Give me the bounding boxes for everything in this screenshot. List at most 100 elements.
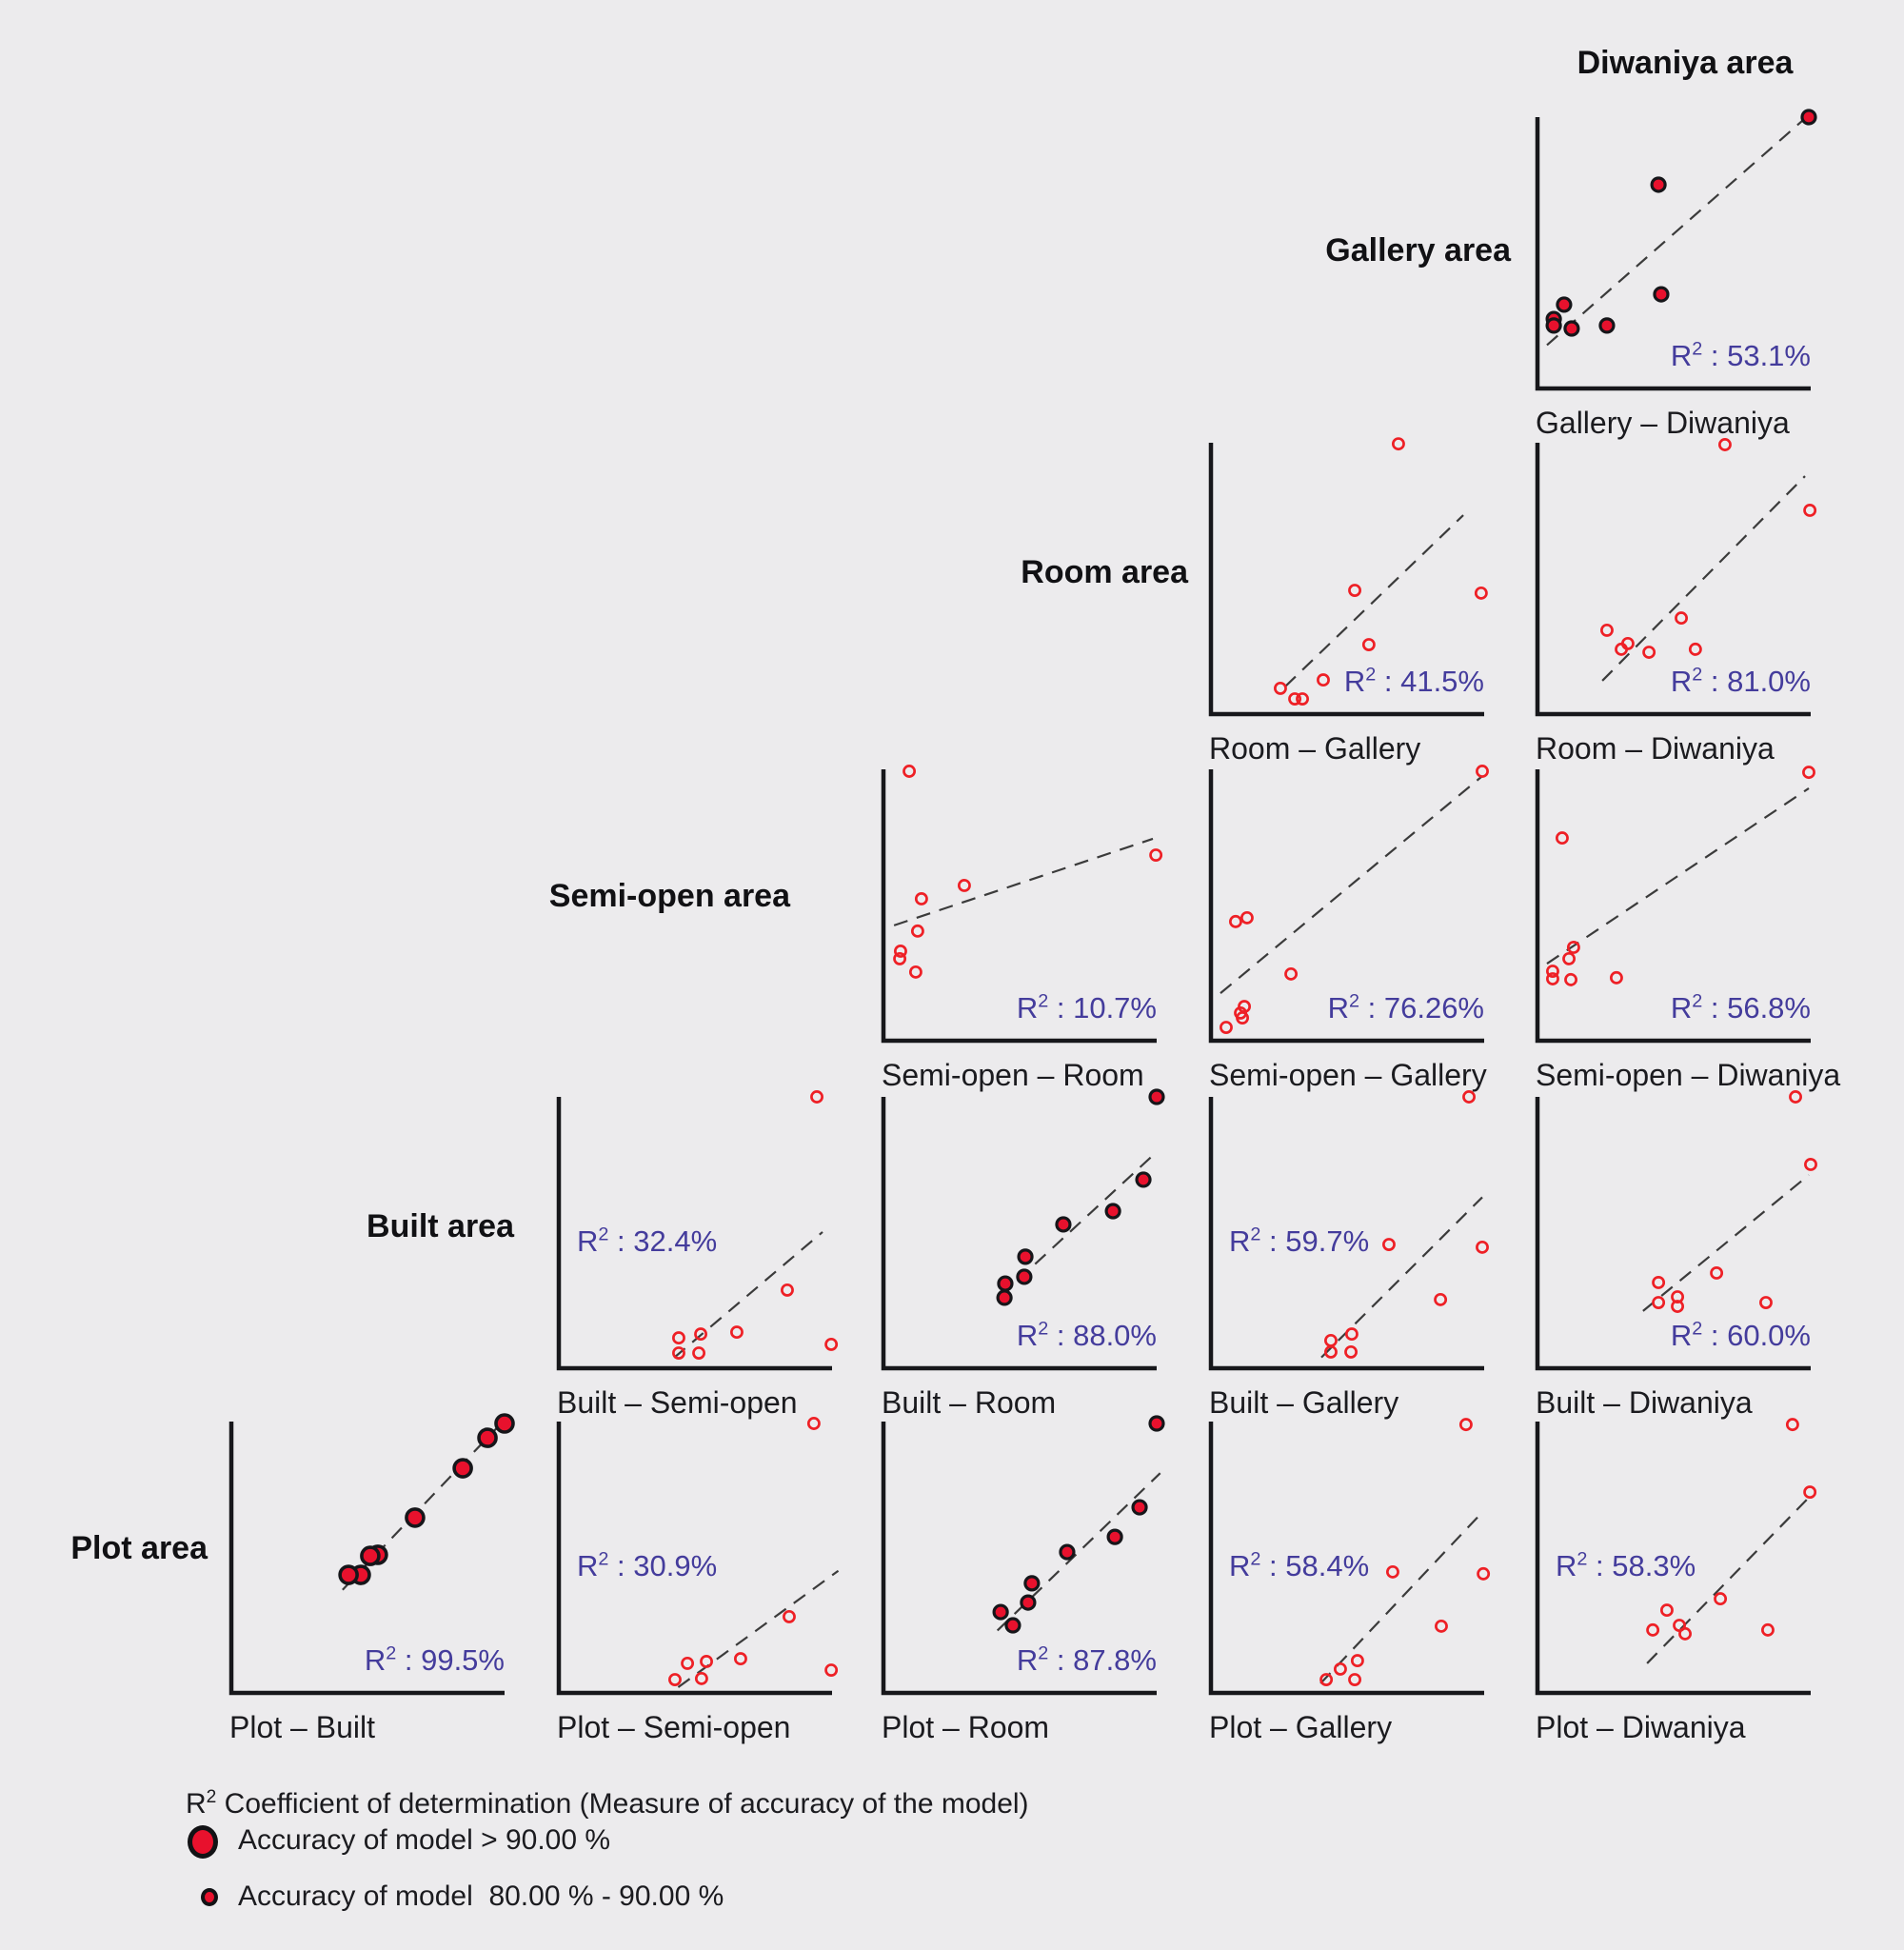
axes xyxy=(1208,1097,1484,1371)
data-point xyxy=(1350,1654,1364,1668)
data-point xyxy=(902,765,917,778)
data-point xyxy=(1789,1090,1802,1104)
data-point xyxy=(1650,176,1667,193)
panel-semiopen-gallery: R2 : 76.26% Semi-open – Gallery xyxy=(1198,754,1514,1116)
axes xyxy=(228,1422,505,1696)
trendline xyxy=(1546,119,1805,347)
data-point xyxy=(1391,437,1405,451)
data-point xyxy=(908,965,922,979)
data-point xyxy=(700,1654,713,1668)
data-point xyxy=(1600,623,1614,637)
r2-label: R2 : 87.8% xyxy=(1016,1642,1157,1677)
data-point xyxy=(1382,1238,1396,1251)
data-point xyxy=(1566,941,1580,954)
data-point xyxy=(997,1275,1014,1292)
panel-canvas xyxy=(1208,1090,1489,1371)
data-point xyxy=(1800,109,1817,126)
panel-room-gallery: R2 : 41.5% Room – Gallery xyxy=(1198,428,1514,789)
data-point xyxy=(1055,1216,1072,1233)
data-point xyxy=(1131,1499,1148,1516)
r2-label: R2 : 10.7% xyxy=(1016,990,1157,1025)
data-point xyxy=(1804,1158,1817,1171)
data-point xyxy=(1333,1661,1347,1676)
data-point xyxy=(1759,1296,1773,1309)
data-point xyxy=(1434,1292,1448,1306)
data-point xyxy=(1004,1617,1021,1634)
data-point xyxy=(824,1337,839,1351)
data-point xyxy=(1317,673,1330,687)
r2-label: R2 : 32.4% xyxy=(577,1224,718,1258)
axes xyxy=(556,1422,832,1696)
data-point xyxy=(1059,1543,1076,1561)
data-point xyxy=(1476,1240,1489,1254)
data-point xyxy=(1671,1300,1685,1313)
x-axis-label: Plot – Semi-open xyxy=(557,1710,791,1744)
data-point xyxy=(957,879,971,892)
data-point xyxy=(1348,584,1361,597)
data-point xyxy=(694,1671,708,1685)
row-label-gallery-area: Gallery area xyxy=(1325,232,1511,269)
x-axis-label: Semi-open – Diwaniya xyxy=(1536,1058,1841,1092)
panel-built-room: R2 : 88.0% Built – Room xyxy=(870,1082,1186,1443)
trendline xyxy=(893,837,1154,926)
panel-canvas xyxy=(1208,437,1488,717)
panel-canvas xyxy=(881,1415,1165,1696)
data-point xyxy=(1710,1266,1724,1280)
row-label-room-area: Room area xyxy=(1021,554,1188,590)
data-point xyxy=(894,944,907,958)
data-point xyxy=(996,1289,1013,1306)
x-axis-label: Built – Gallery xyxy=(1209,1385,1399,1420)
data-point xyxy=(1435,1619,1448,1633)
panel-canvas xyxy=(1535,1418,1817,1696)
data-point xyxy=(1324,1344,1338,1359)
data-point xyxy=(1240,910,1254,925)
data-point xyxy=(1016,1268,1033,1285)
x-axis-label: Plot – Built xyxy=(229,1710,375,1744)
axes xyxy=(1535,443,1811,717)
data-point xyxy=(1020,1594,1037,1611)
r2-label: R2 : 58.3% xyxy=(1556,1548,1696,1582)
panel-canvas xyxy=(1535,1090,1817,1371)
column-title-diwaniya: Diwaniya area xyxy=(1577,45,1794,81)
data-point xyxy=(893,951,907,965)
axes xyxy=(881,1097,1157,1371)
data-point xyxy=(1220,1021,1233,1034)
r2-label: R2 : 88.0% xyxy=(1016,1318,1157,1352)
r2-label: R2 : 58.4% xyxy=(1229,1548,1370,1582)
panel-built-gallery: R2 : 59.7% Built – Gallery xyxy=(1198,1082,1514,1443)
panel-canvas xyxy=(1535,766,1815,1044)
data-point xyxy=(1361,638,1376,651)
data-point xyxy=(668,1673,682,1686)
data-point xyxy=(1104,1203,1121,1220)
data-point xyxy=(1615,642,1629,656)
axes xyxy=(1208,769,1484,1044)
row-label-built-area: Built area xyxy=(367,1208,514,1244)
data-point xyxy=(1348,1673,1361,1686)
trendline xyxy=(1319,1510,1484,1684)
data-point xyxy=(494,1413,515,1434)
data-point xyxy=(1284,966,1299,981)
data-point xyxy=(1717,438,1732,451)
data-point xyxy=(1609,970,1623,985)
data-point xyxy=(1324,1333,1338,1347)
r2-label: R2 : 53.1% xyxy=(1670,338,1811,372)
axes xyxy=(1208,1422,1484,1696)
r2-label: R2 : 81.0% xyxy=(1670,664,1811,698)
data-point xyxy=(1236,1011,1250,1025)
data-point xyxy=(1476,765,1489,778)
trendline xyxy=(677,1569,840,1688)
r2-label: R2 : 41.5% xyxy=(1343,664,1484,698)
data-point xyxy=(914,891,928,905)
data-point xyxy=(360,1545,381,1566)
data-point xyxy=(1714,1592,1728,1606)
panel-gallery-diwaniya: R2 : 53.1% Gallery – Diwaniya xyxy=(1524,102,1840,464)
r2-label: R2 : 56.8% xyxy=(1670,990,1811,1025)
trendline xyxy=(1220,775,1483,994)
data-point xyxy=(1802,766,1815,780)
data-point xyxy=(338,1564,359,1585)
panel-canvas xyxy=(556,1417,840,1696)
data-point xyxy=(1556,296,1573,313)
data-point xyxy=(1646,1622,1660,1637)
x-axis-label: Plot – Gallery xyxy=(1209,1710,1393,1744)
